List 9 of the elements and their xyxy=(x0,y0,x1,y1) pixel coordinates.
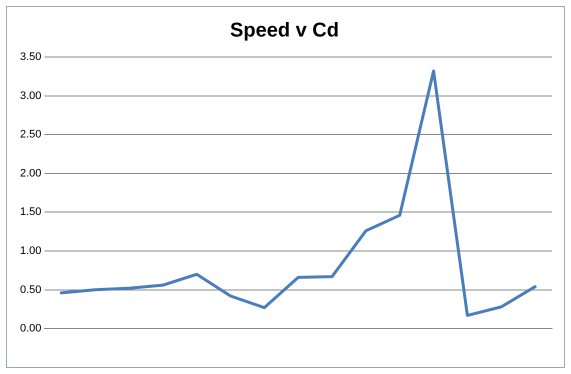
y-tick-label: 0.00 xyxy=(20,322,42,335)
y-tick-label: 2.00 xyxy=(20,167,42,180)
chart-title: Speed v Cd xyxy=(230,20,339,42)
y-tick-label: 1.00 xyxy=(20,245,42,258)
y-tick-label: 3.00 xyxy=(20,90,42,102)
y-tick-label: 3.50 xyxy=(20,51,42,64)
y-tick-label: 2.50 xyxy=(20,128,42,141)
y-tick-label: 0.50 xyxy=(20,284,42,296)
y-tick-label: 1.50 xyxy=(20,206,42,218)
